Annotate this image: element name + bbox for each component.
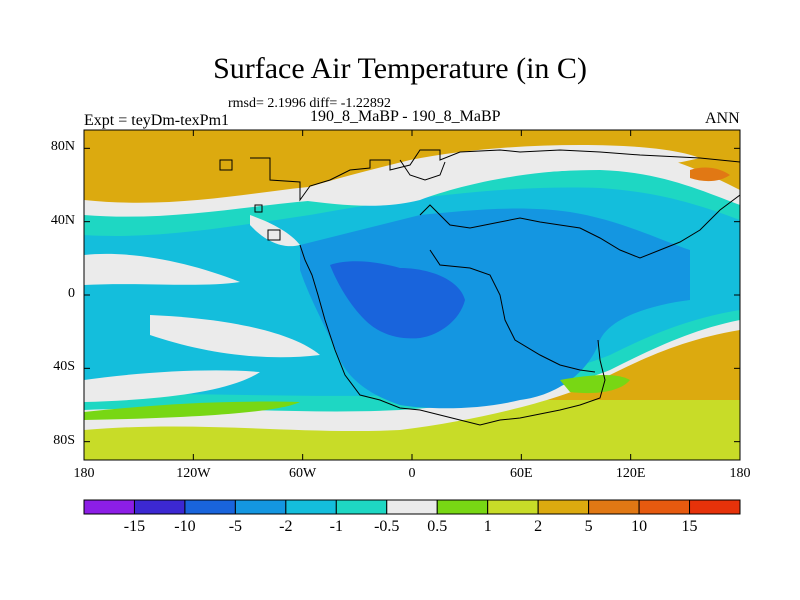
field-neutral2 — [84, 253, 240, 285]
colorbar-label: -1 — [329, 518, 343, 535]
colorbar-swatch — [83, 499, 135, 515]
colorbar-swatch — [537, 499, 590, 515]
colorbar-swatch — [133, 499, 186, 515]
comparison-label: 190_8_MaBP - 190_8_MaBP — [310, 108, 501, 125]
colorbar-swatch — [487, 499, 539, 515]
colorbar-label: 0.5 — [427, 518, 448, 535]
colorbar-label: -5 — [228, 518, 243, 535]
colorbar-swatch — [184, 499, 236, 515]
coastline-islands — [219, 159, 281, 241]
coastline-south-america — [299, 244, 606, 426]
x-tick-label: 60E — [510, 466, 533, 481]
coastline-eurasia — [419, 194, 740, 259]
colorbar-swatch — [689, 499, 741, 515]
field-neutral3 — [150, 315, 320, 358]
colorbar-swatch — [638, 499, 691, 515]
x-tick-label: 60W — [289, 466, 317, 481]
y-tick-label: 0 — [68, 286, 75, 301]
x-tick-label: 180 — [729, 466, 751, 481]
field-arctic — [300, 145, 700, 206]
field-colder — [330, 261, 465, 339]
colorbar-label: 15 — [681, 518, 698, 535]
y-tick-label: 80S — [53, 432, 75, 448]
colorbar-swatch — [436, 499, 489, 515]
colorbar-swatch — [285, 499, 337, 515]
field-cold — [300, 208, 690, 409]
colorbar-label: -10 — [174, 518, 196, 535]
map-title: Surface Air Temperature (in C) — [213, 52, 587, 85]
coastline-greenland — [399, 159, 446, 181]
field-neutral5 — [250, 215, 300, 247]
experiment-label: Expt = teyDm-texPm1 — [84, 112, 230, 129]
colorbar-label: 5 — [584, 518, 593, 535]
colorbar-swatch — [588, 499, 640, 515]
coastline-americas — [250, 149, 740, 202]
x-tick-label: 0 — [408, 466, 416, 481]
x-tick-label: 120W — [176, 466, 211, 481]
season-label: ANN — [705, 110, 740, 127]
colorbar-label: 10 — [631, 518, 648, 535]
colorbar-label: -2 — [279, 518, 293, 535]
colorbar-swatch — [234, 499, 287, 515]
x-tick-label: 120E — [615, 466, 646, 481]
colorbar-swatch — [386, 499, 438, 515]
field-hot — [690, 167, 730, 182]
y-tick-label: 40N — [50, 212, 75, 228]
colorbar-label: -0.5 — [374, 518, 400, 535]
colorbar-label: 2 — [534, 518, 543, 535]
coastline-africa — [429, 249, 596, 373]
colorbar-label: -15 — [123, 518, 146, 535]
field-green2 — [84, 401, 300, 420]
x-tick-label: 180 — [73, 466, 95, 481]
colorbar-swatch — [335, 499, 388, 515]
field-green1 — [560, 375, 630, 394]
stats-label: rmsd= 2.1996 diff= -1.22892 — [228, 96, 391, 111]
y-tick-label: 80N — [50, 139, 75, 155]
field-neutral4 — [84, 370, 260, 402]
y-tick-label: 40S — [53, 359, 75, 375]
colorbar-label: 1 — [483, 518, 492, 535]
